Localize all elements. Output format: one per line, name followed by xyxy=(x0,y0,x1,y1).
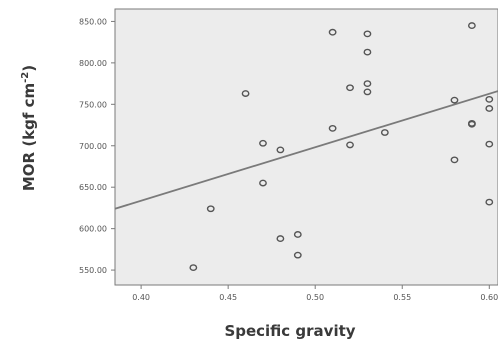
y-axis-title-superscript: -2 xyxy=(20,72,31,83)
y-axis: 550.00 600.00 650.00 700.00 750.00 800.00 850.… xyxy=(79,17,115,275)
data-point xyxy=(293,231,302,238)
data-point xyxy=(206,205,215,213)
data-point xyxy=(485,198,494,206)
y-tick-label: 650.00 xyxy=(79,183,107,192)
data-point xyxy=(363,80,372,87)
plot-area xyxy=(114,8,498,286)
data-point xyxy=(485,95,494,103)
data-point xyxy=(467,22,476,29)
data-point xyxy=(276,146,285,154)
y-axis-title: MOR (kgf cm-2) xyxy=(20,65,38,191)
data-point xyxy=(293,251,302,259)
y-tick-label: 600.00 xyxy=(79,225,107,234)
data-point xyxy=(363,88,372,96)
data-point xyxy=(346,141,354,149)
data-point xyxy=(450,96,459,104)
data-point xyxy=(450,156,459,164)
data-point xyxy=(276,235,285,242)
data-point xyxy=(259,179,267,187)
y-axis-title-close: ) xyxy=(20,65,38,72)
data-point xyxy=(328,28,337,36)
data-point xyxy=(467,120,476,128)
data-point xyxy=(328,124,337,132)
data-point xyxy=(259,139,267,147)
data-points xyxy=(189,22,494,271)
data-point xyxy=(363,48,372,56)
regression-line xyxy=(114,90,498,210)
data-point xyxy=(241,90,250,97)
y-axis-title-main: MOR (kgf cm xyxy=(20,83,38,191)
data-point xyxy=(189,264,198,271)
x-axis: 0.40 0.45 0.50 0.55 0.60 xyxy=(132,285,498,302)
y-tick-label: 550.00 xyxy=(79,266,107,275)
x-tick-label: 0.40 xyxy=(132,293,150,302)
data-point xyxy=(380,129,389,136)
x-tick-label: 0.55 xyxy=(393,293,411,302)
x-tick-label: 0.60 xyxy=(480,293,498,302)
data-point xyxy=(363,30,372,38)
data-point xyxy=(346,84,354,92)
y-tick-label: 850.00 xyxy=(79,17,107,26)
x-tick-label: 0.50 xyxy=(306,293,324,302)
x-tick-label: 0.45 xyxy=(219,293,237,302)
data-point xyxy=(485,140,494,148)
y-tick-label: 800.00 xyxy=(79,59,107,68)
y-tick-label: 750.00 xyxy=(79,100,107,109)
y-tick-label: 700.00 xyxy=(79,142,107,151)
data-point xyxy=(485,105,494,112)
x-axis-title: Specific gravity xyxy=(224,322,355,340)
